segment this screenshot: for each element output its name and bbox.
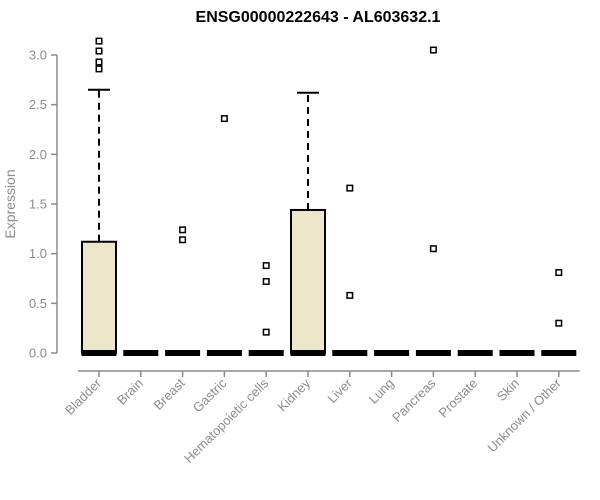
x-tick-label: Lung (366, 376, 397, 407)
y-tick-label: 1.5 (29, 197, 47, 212)
median-line (81, 350, 117, 356)
outlier-point (179, 236, 187, 244)
chart-title: ENSG00000222643 - AL603632.1 (196, 9, 441, 26)
x-tick-label: Bladder (62, 375, 105, 418)
median-line (332, 350, 368, 356)
outlier-point (262, 328, 270, 336)
outlier-point (555, 319, 563, 327)
y-tick-label: 3.0 (29, 48, 47, 63)
outlier-point (95, 65, 103, 73)
y-tick-label: 0.0 (29, 346, 47, 361)
x-tick-label: Gastric (190, 375, 230, 415)
outlier-point (220, 115, 228, 123)
outlier-point (262, 277, 270, 285)
x-tick-label: Prostate (435, 376, 480, 421)
median-line (541, 350, 577, 356)
outlier-point (95, 37, 103, 45)
median-line (415, 350, 451, 356)
box-kidney (290, 208, 326, 354)
outlier-point (555, 269, 563, 277)
outlier-point (346, 184, 354, 192)
x-tick-label: Pancreas (389, 375, 439, 425)
y-tick-label: 2.0 (29, 147, 47, 162)
median-line (290, 350, 326, 356)
box-bladder (81, 240, 117, 355)
median-line (165, 350, 201, 356)
outlier-point (95, 58, 103, 66)
x-tick-label: Liver (324, 375, 355, 406)
x-tick-label: Breast (151, 375, 188, 412)
x-tick-label: Brain (114, 376, 146, 408)
x-tick-label: Unknown / Other (484, 375, 564, 455)
x-tick-label: Skin (494, 376, 522, 404)
y-tick-label: 0.5 (29, 296, 47, 311)
outlier-point (429, 245, 437, 253)
outlier-point (95, 47, 103, 55)
y-axis-title: Expression (2, 169, 18, 238)
outlier-point (346, 291, 354, 299)
y-tick-label: 1.0 (29, 246, 47, 261)
outlier-point (429, 46, 437, 54)
x-tick-label: Kidney (274, 375, 313, 414)
y-tick-label: 2.5 (29, 97, 47, 112)
median-line (248, 350, 284, 356)
plot-area: 0.0 0.5 1.0 1.5 2.0 2.5 3.0 Bladder Brain Breast G… (29, 37, 580, 466)
median-line (499, 350, 535, 356)
outlier-point (179, 226, 187, 234)
outlier-point (262, 262, 270, 270)
median-line (374, 350, 410, 356)
median-line (123, 350, 159, 356)
median-line (457, 350, 493, 356)
median-line (206, 350, 242, 356)
